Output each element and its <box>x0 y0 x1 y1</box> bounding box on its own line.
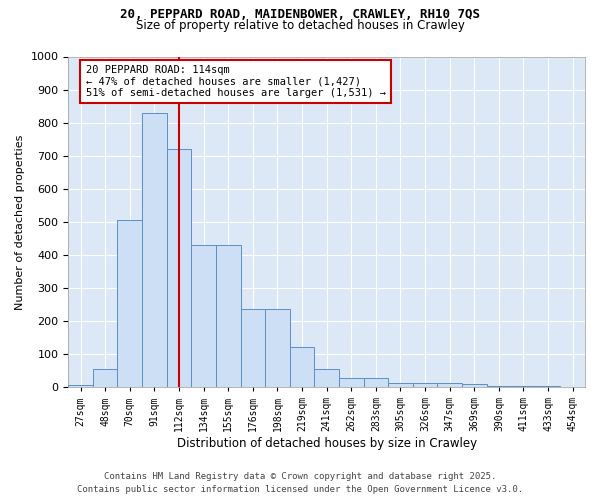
Bar <box>511 386 536 387</box>
Bar <box>388 383 413 387</box>
Bar <box>560 386 585 387</box>
Bar <box>142 112 167 387</box>
Bar <box>364 378 388 387</box>
Bar <box>93 369 118 387</box>
Bar <box>462 384 487 387</box>
Bar <box>487 386 511 387</box>
Bar <box>314 369 339 387</box>
Text: 20, PEPPARD ROAD, MAIDENBOWER, CRAWLEY, RH10 7QS: 20, PEPPARD ROAD, MAIDENBOWER, CRAWLEY, … <box>120 8 480 20</box>
Bar <box>241 310 265 387</box>
Bar <box>191 245 216 387</box>
Bar <box>536 386 560 387</box>
Bar <box>118 220 142 387</box>
Bar <box>339 378 364 387</box>
X-axis label: Distribution of detached houses by size in Crawley: Distribution of detached houses by size … <box>176 437 477 450</box>
Bar <box>265 310 290 387</box>
Bar <box>167 149 191 387</box>
Text: Contains HM Land Registry data © Crown copyright and database right 2025.
Contai: Contains HM Land Registry data © Crown c… <box>77 472 523 494</box>
Bar <box>437 383 462 387</box>
Y-axis label: Number of detached properties: Number of detached properties <box>15 134 25 310</box>
Text: Size of property relative to detached houses in Crawley: Size of property relative to detached ho… <box>136 19 464 32</box>
Bar <box>68 384 93 387</box>
Bar <box>290 348 314 387</box>
Bar <box>413 383 437 387</box>
Bar <box>216 245 241 387</box>
Text: 20 PEPPARD ROAD: 114sqm
← 47% of detached houses are smaller (1,427)
51% of semi: 20 PEPPARD ROAD: 114sqm ← 47% of detache… <box>86 65 386 98</box>
